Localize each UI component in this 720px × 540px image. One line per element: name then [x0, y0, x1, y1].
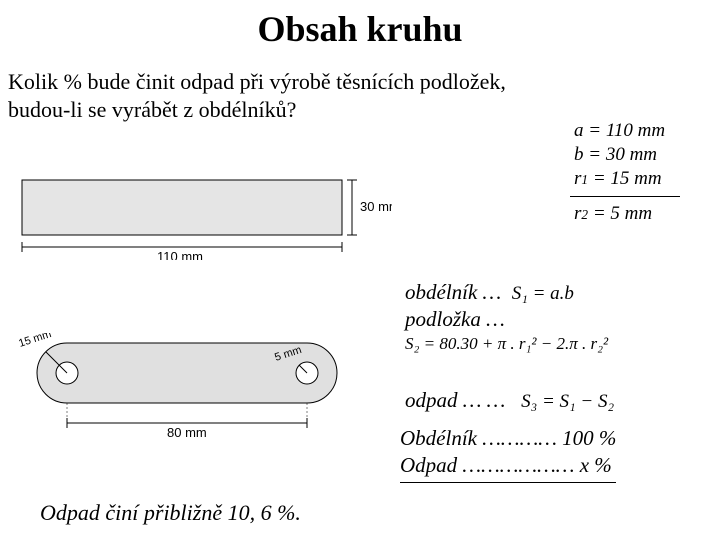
percent-line-2: Odpad ……………… x %	[400, 452, 616, 479]
question-line-1: Kolik % bude činit odpad při výrobě těsn…	[8, 69, 506, 94]
param-divider	[570, 196, 680, 197]
gasket-width-label: 80 mm	[167, 425, 207, 440]
parameter-block: a = 110 mm b = 30 mm r1 = 15 mm r2 = 5 m…	[574, 118, 680, 227]
param-r1: r1 = 15 mm	[574, 168, 680, 190]
percent-block: Obdélník ………… 100 % Odpad ……………… x %	[400, 425, 616, 483]
gasket-r1-label: 15 mm	[17, 333, 53, 350]
answer-text: Odpad činí přibližně 10, 6 %.	[40, 500, 301, 526]
rect-blank	[22, 180, 342, 235]
formula-s3: S₃ = S₁ − S₂	[521, 391, 614, 412]
calc-podlozka: podložka …	[405, 307, 715, 332]
question-line-2: budou-li se vyrábět z obdélníků?	[8, 97, 296, 122]
question-text: Kolik % bude činit odpad při výrobě těsn…	[0, 50, 720, 123]
rectangle-diagram: 30 mm 110 mm	[12, 175, 392, 260]
calc-odpad: odpad … … S₃ = S₁ − S₂	[405, 388, 715, 413]
gasket-diagram: 15 mm 5 mm 80 mm	[12, 333, 392, 453]
percent-line-1: Obdélník ………… 100 %	[400, 425, 616, 452]
param-b: b = 30 mm	[574, 144, 680, 166]
calculation-block: obdélník … S₁ = a.b podložka … S₂ = 80.3…	[405, 278, 715, 415]
formula-s1: S₁ = a.b	[512, 283, 574, 304]
param-r2: r2 = 5 mm	[574, 203, 680, 225]
param-a: a = 110 mm	[574, 120, 680, 142]
rect-width-label: 110 mm	[157, 249, 203, 260]
calc-obdelnik: obdélník … S₁ = a.b	[405, 280, 715, 305]
page-title: Obsah kruhu	[0, 0, 720, 50]
formula-s2: S₂ = 80.30 + π . r₁² − 2.π . r₂²	[405, 334, 715, 354]
rect-height-label: 30 mm	[360, 199, 392, 214]
